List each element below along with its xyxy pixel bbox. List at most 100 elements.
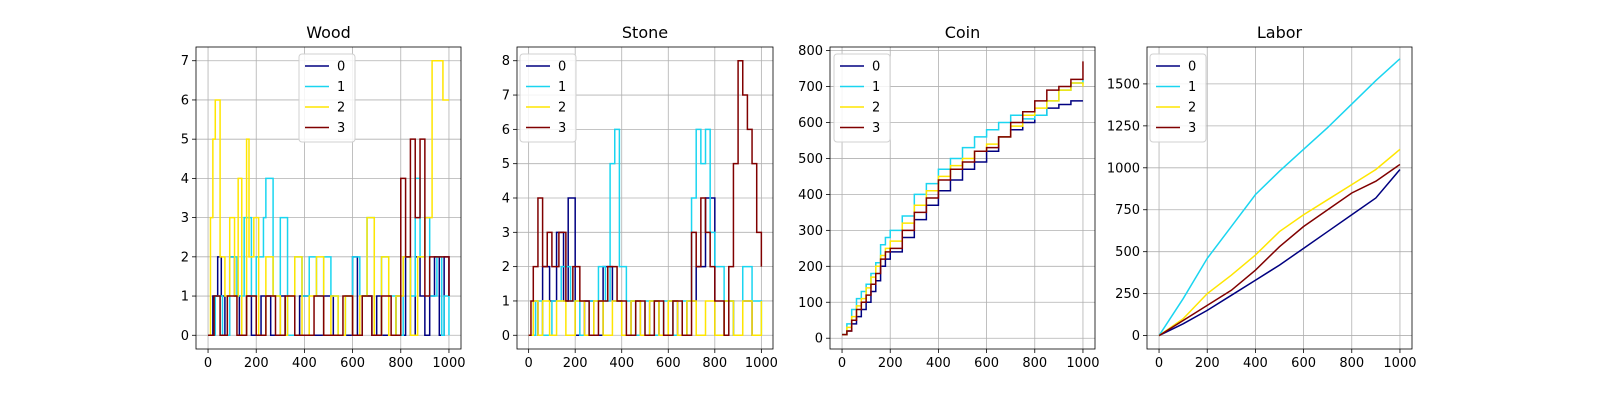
y-tick-label: 600: [798, 116, 823, 131]
labor-series-1-line: [1158, 58, 1401, 336]
stone-title: Stone: [622, 23, 668, 42]
wood-legend: 0 1 2 3: [298, 53, 356, 143]
y-tick-label: 6: [181, 93, 189, 108]
y-tick-label: 3: [502, 226, 510, 241]
y-tick-label: 6: [502, 123, 510, 138]
x-tick-label: 800: [702, 356, 727, 371]
labor-chart: 0 200 400 600 800 1000 0 250 500 750 1000 1250 1500 L…: [1107, 23, 1417, 371]
y-tick-label: 1: [181, 290, 189, 305]
legend-label-3: 3: [337, 121, 345, 136]
x-tick-label: 0: [204, 356, 212, 371]
x-tick-label: 1000: [1066, 356, 1099, 371]
y-tick-label: 1: [502, 294, 510, 309]
stone-chart: 0 200 400 600 800 1000 0 1 2 3 4 5 6 7 8 Stone 0 1 2 3: [502, 23, 778, 371]
legend-label-2: 2: [872, 101, 880, 116]
x-tick-label: 800: [1339, 356, 1364, 371]
y-tick-label: 7: [502, 89, 510, 104]
x-tick-label: 800: [1022, 356, 1047, 371]
legend-label-2: 2: [337, 101, 345, 116]
labor-legend: 0 1 2 3: [1149, 53, 1207, 143]
y-tick-label: 300: [798, 224, 823, 239]
coin-series-2-line: [842, 82, 1084, 336]
legend-label-0: 0: [337, 60, 345, 75]
x-tick-label: 0: [524, 356, 532, 371]
y-tick-label: 4: [502, 192, 510, 207]
y-tick-label: 0: [181, 329, 189, 344]
y-tick-label: 2: [502, 260, 510, 275]
legend-label-1: 1: [558, 80, 566, 95]
legend-box: [519, 53, 577, 143]
y-tick-label: 7: [181, 54, 189, 69]
wood-title: Wood: [306, 23, 351, 42]
x-tick-label: 200: [1195, 356, 1220, 371]
y-tick-label: 1500: [1107, 77, 1140, 92]
x-tick-label: 600: [656, 356, 681, 371]
stone-series-3-line: [528, 59, 763, 337]
legend-label-0: 0: [872, 60, 880, 75]
y-tick-label: 500: [798, 152, 823, 167]
y-tick-label: 2: [181, 250, 189, 265]
labor-title: Labor: [1257, 23, 1303, 42]
y-tick-label: 700: [798, 80, 823, 95]
coin-series-group: [842, 61, 1084, 336]
legend-label-1: 1: [872, 80, 880, 95]
coin-axes-frame: [829, 46, 1096, 350]
legend-label-1: 1: [337, 80, 345, 95]
labor-series-group: [1158, 58, 1401, 337]
x-tick-label: 600: [1291, 356, 1316, 371]
y-tick-label: 0: [1132, 329, 1140, 344]
coin-title: Coin: [945, 23, 981, 42]
legend-label-0: 0: [558, 60, 566, 75]
stone-legend: 0 1 2 3: [519, 53, 577, 143]
labor-series-2-line: [1158, 148, 1401, 337]
stone-series-group: [528, 59, 763, 337]
y-tick-label: 4: [181, 172, 189, 187]
coin-series-3-line: [842, 61, 1084, 336]
x-tick-label: 400: [1243, 356, 1268, 371]
y-tick-label: 8: [502, 54, 510, 69]
legend-label-2: 2: [1188, 101, 1196, 116]
x-tick-label: 600: [974, 356, 999, 371]
y-tick-label: 1250: [1107, 119, 1140, 134]
x-tick-label: 400: [926, 356, 951, 371]
legend-box: [1149, 53, 1207, 143]
x-tick-label: 200: [244, 356, 269, 371]
y-tick-label: 500: [1115, 245, 1140, 260]
legend-label-3: 3: [1188, 121, 1196, 136]
legend-box: [833, 53, 891, 143]
legend-label-0: 0: [1188, 60, 1196, 75]
y-tick-label: 800: [798, 44, 823, 59]
y-tick-label: 400: [798, 188, 823, 203]
x-tick-label: 200: [563, 356, 588, 371]
x-tick-label: 1000: [1383, 356, 1416, 371]
coin-series-1-line: [842, 79, 1084, 336]
x-tick-label: 600: [340, 356, 365, 371]
y-tick-label: 3: [181, 211, 189, 226]
x-tick-label: 400: [292, 356, 317, 371]
x-tick-label: 200: [878, 356, 903, 371]
x-tick-label: 0: [1155, 356, 1163, 371]
x-tick-label: 800: [388, 356, 413, 371]
wood-series-3-line: [208, 138, 450, 337]
wood-axes-frame: [195, 46, 462, 350]
y-tick-label: 0: [502, 329, 510, 344]
wood-series-group: [208, 59, 450, 337]
y-tick-label: 750: [1115, 203, 1140, 218]
y-tick-label: 1000: [1107, 161, 1140, 176]
labor-grid: [1147, 47, 1412, 349]
x-tick-label: 0: [838, 356, 846, 371]
x-tick-label: 1000: [745, 356, 778, 371]
wood-chart: 0 200 400 600 800 1000 0 1 2 3 4 5 6 7 Wood 0 1 2 3: [181, 23, 466, 371]
y-tick-label: 100: [798, 296, 823, 311]
legend-label-3: 3: [872, 121, 880, 136]
x-tick-label: 400: [609, 356, 634, 371]
x-tick-label: 1000: [432, 356, 465, 371]
y-tick-label: 200: [798, 260, 823, 275]
coin-chart: 0 200 400 600 800 1000 0 100 200 300 400 500 600 700 8…: [798, 23, 1099, 371]
y-tick-label: 0: [815, 332, 823, 347]
y-tick-label: 5: [502, 157, 510, 172]
coin-legend: 0 1 2 3: [833, 53, 891, 143]
